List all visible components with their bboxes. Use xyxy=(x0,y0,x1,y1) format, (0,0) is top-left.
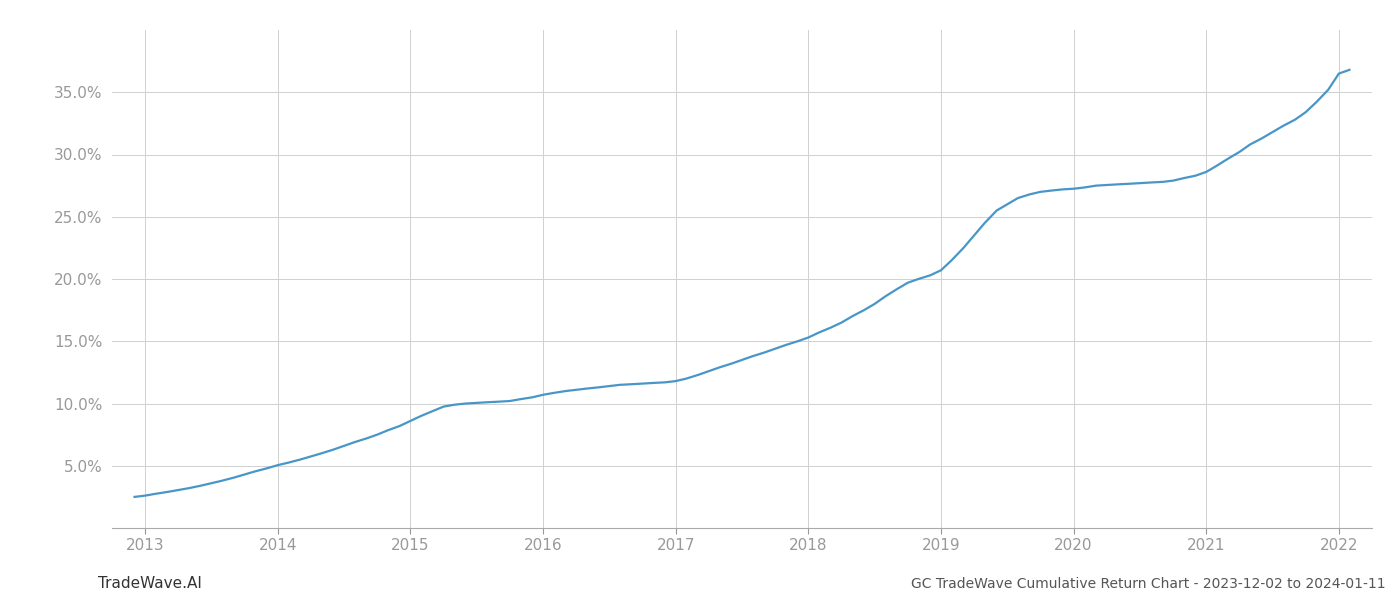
Text: TradeWave.AI: TradeWave.AI xyxy=(98,576,202,591)
Text: GC TradeWave Cumulative Return Chart - 2023-12-02 to 2024-01-11: GC TradeWave Cumulative Return Chart - 2… xyxy=(911,577,1386,591)
